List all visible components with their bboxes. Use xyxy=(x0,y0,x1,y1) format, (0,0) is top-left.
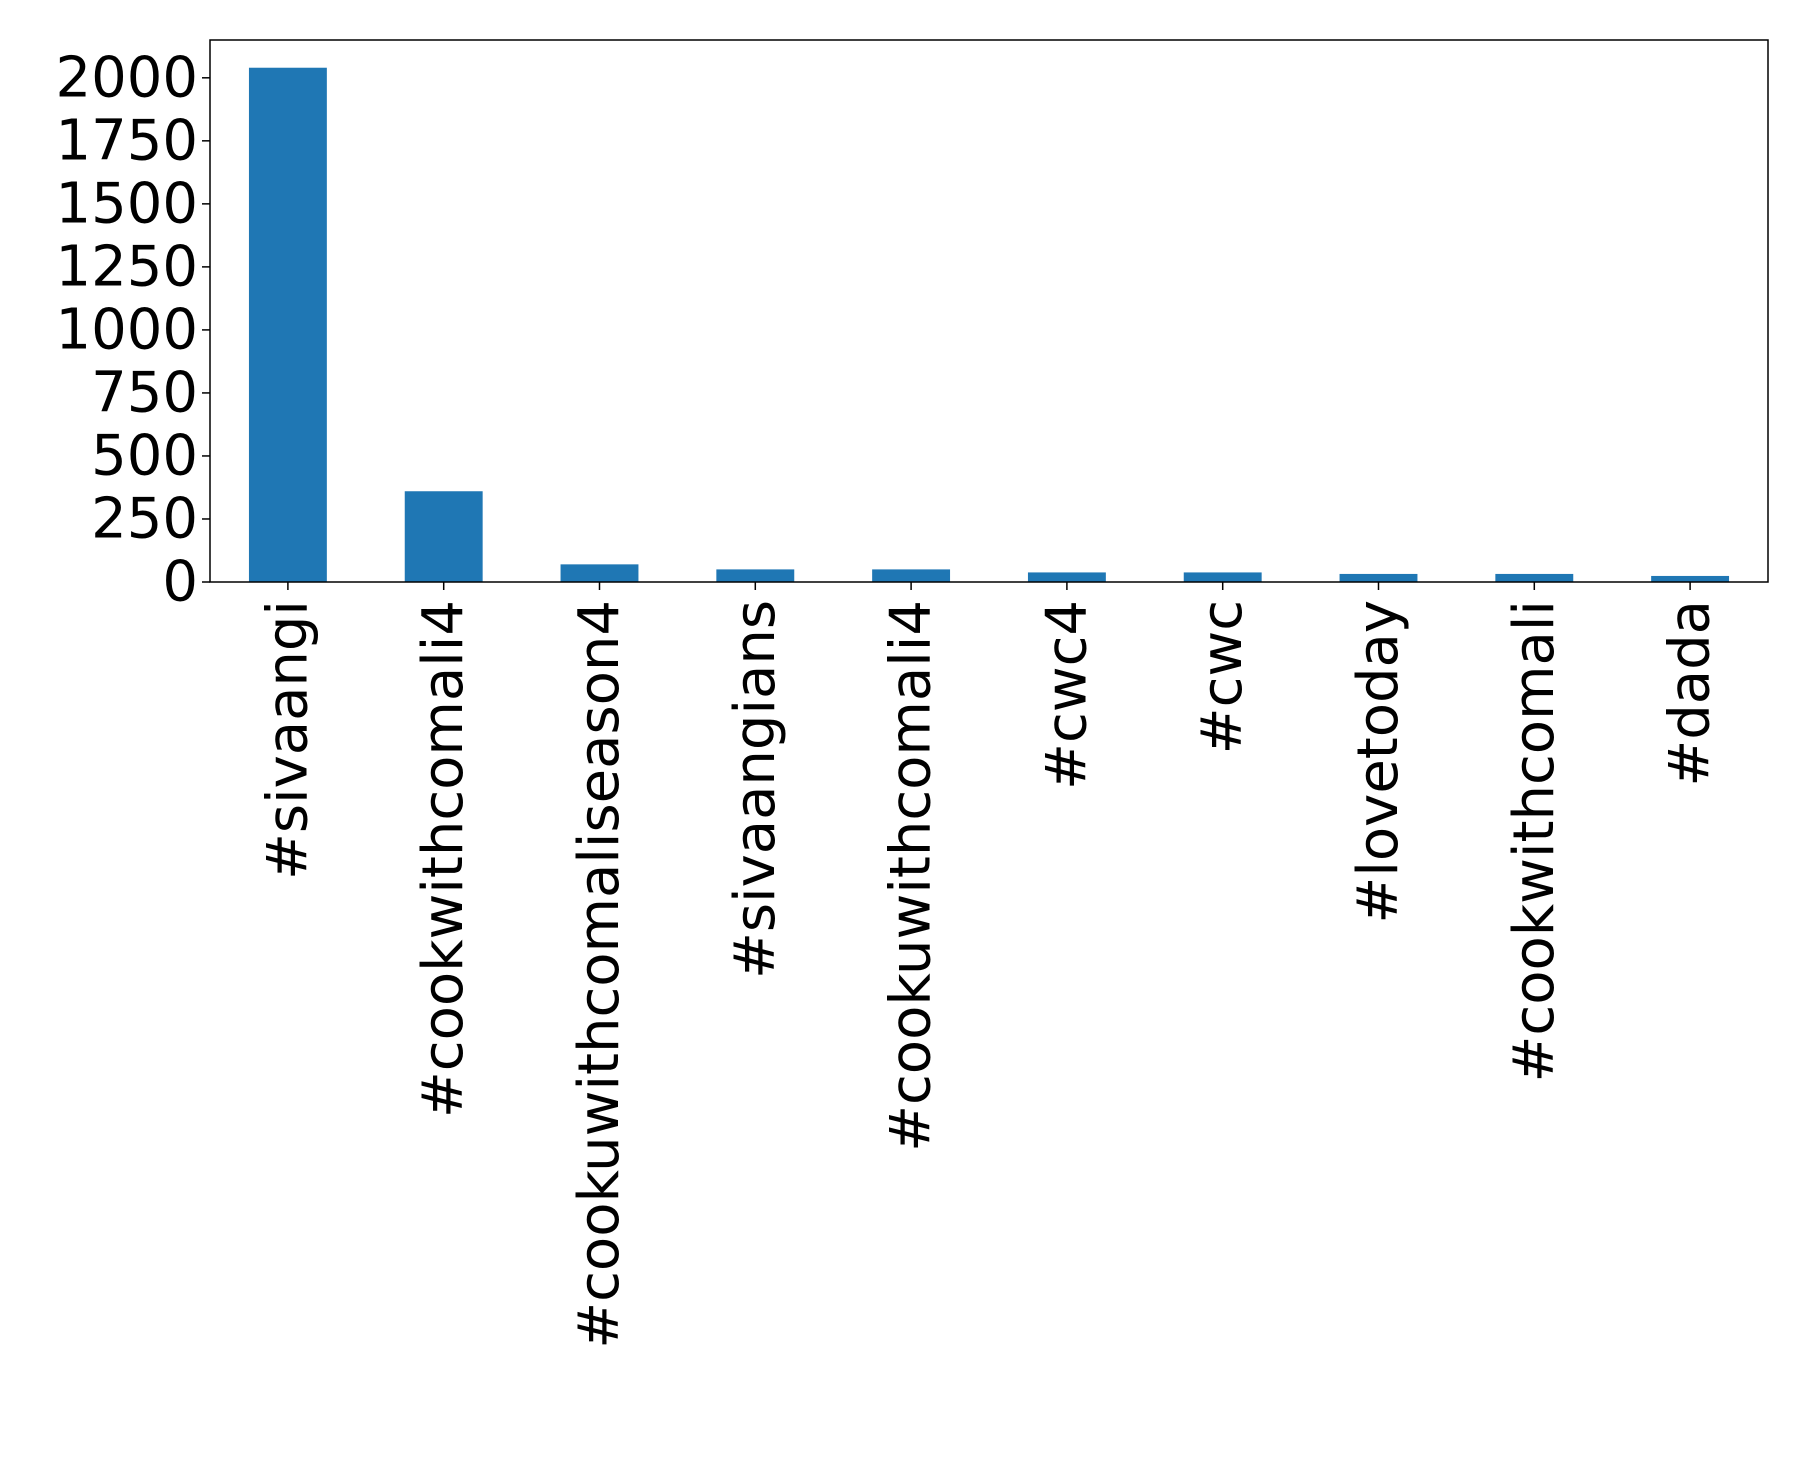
plot-frame xyxy=(209,39,1769,583)
y-tick-label: 750 xyxy=(91,360,198,425)
y-tick-label: 0 xyxy=(162,550,198,615)
bar xyxy=(872,569,951,582)
bar xyxy=(404,491,483,582)
y-tick-label: 1000 xyxy=(55,297,198,362)
x-tick-label: #cookwithcomali xyxy=(1502,600,1567,1083)
bars-layer xyxy=(248,67,1730,583)
x-tick-label: #sivaangians xyxy=(723,600,788,979)
x-tick-label: #sivaangi xyxy=(255,600,320,880)
bar xyxy=(1495,573,1574,582)
x-tick-label: #cwc xyxy=(1190,600,1255,754)
bar xyxy=(1183,572,1262,582)
bar xyxy=(716,569,795,582)
x-tick-label: #cwc4 xyxy=(1034,600,1099,790)
bar xyxy=(560,564,639,582)
x-tick-label: #lovetoday xyxy=(1346,600,1411,924)
bar xyxy=(248,67,327,583)
x-tick-label: #dada xyxy=(1658,600,1723,787)
bar xyxy=(1339,573,1418,582)
y-tick-label: 250 xyxy=(91,486,198,551)
x-tick-label: #cookuwithcomaliseason4 xyxy=(567,600,632,1349)
x-tick-label: #cookwithcomali4 xyxy=(411,600,476,1118)
bar xyxy=(1027,572,1106,582)
y-tick-label: 500 xyxy=(91,423,198,488)
y-tick-label: 1250 xyxy=(55,234,198,299)
y-tick-label: 2000 xyxy=(55,45,198,110)
x-tick-label: #cookuwithcomali4 xyxy=(879,600,944,1152)
bar xyxy=(1651,575,1730,582)
x-axis: #sivaangi #cookwithcomali4 #cookuwithcomal… xyxy=(255,582,1723,1349)
y-tick-label: 1500 xyxy=(55,171,198,236)
y-tick-label: 1750 xyxy=(55,108,198,173)
